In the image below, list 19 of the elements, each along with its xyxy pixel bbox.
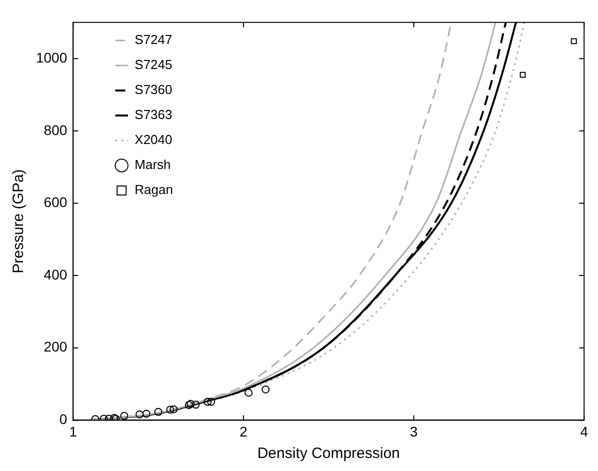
y-tick-label: 800: [44, 122, 68, 138]
legend-label: X2040: [134, 132, 172, 148]
legend-label: S7247: [134, 32, 172, 48]
legend-label: S7360: [134, 82, 172, 98]
x-tick-label: 4: [580, 423, 588, 440]
x-tick-label: 1: [69, 423, 78, 440]
legend-label: Ragan: [134, 182, 173, 198]
y-axis-title: Pressure (GPa): [10, 169, 28, 274]
x-tick-label: 3: [410, 423, 418, 440]
y-tick-label: 200: [44, 338, 68, 355]
legend-label: S7363: [134, 107, 172, 122]
y-tick-label: 400: [44, 266, 68, 282]
legend-label: Marsh: [134, 157, 171, 172]
x-axis-title: Density Compression: [257, 445, 400, 462]
y-tick-label: 0: [59, 411, 68, 428]
x-tick-label: 2: [240, 423, 248, 440]
legend-label: S7245: [134, 57, 172, 72]
y-tick-label: 600: [44, 194, 68, 210]
y-tick-label: 1000: [36, 49, 68, 66]
